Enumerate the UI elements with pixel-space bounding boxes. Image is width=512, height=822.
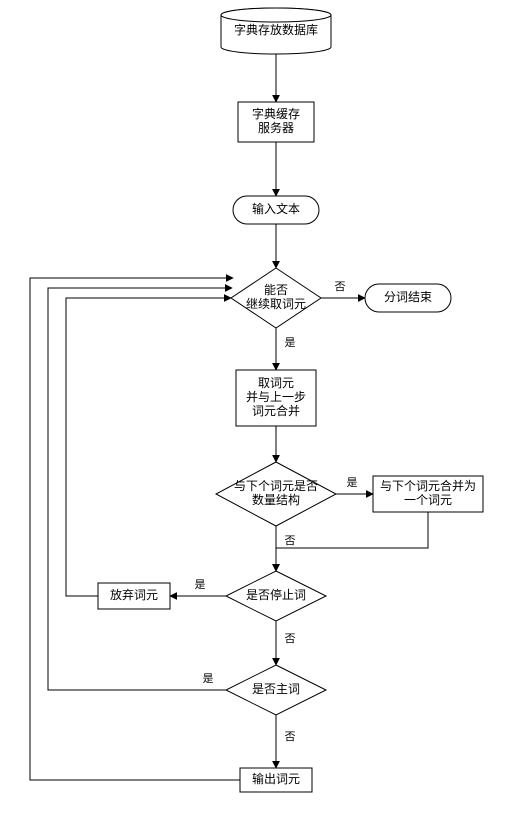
svg-text:与下个词元是否: 与下个词元是否 xyxy=(234,479,318,493)
svg-text:是否主词: 是否主词 xyxy=(252,682,300,696)
svg-text:是: 是 xyxy=(285,336,296,349)
svg-text:词元合并: 词元合并 xyxy=(252,403,300,418)
svg-text:是: 是 xyxy=(195,578,206,591)
svg-text:输出词元: 输出词元 xyxy=(252,771,300,786)
svg-text:并与上一步: 并与上一步 xyxy=(246,390,306,404)
svg-text:是: 是 xyxy=(203,672,214,685)
svg-text:数量结构: 数量结构 xyxy=(252,492,300,507)
svg-text:是否停止词: 是否停止词 xyxy=(246,587,306,602)
svg-text:能否: 能否 xyxy=(264,283,288,297)
svg-text:否: 否 xyxy=(335,281,346,293)
svg-text:与下个词元合并为: 与下个词元合并为 xyxy=(380,478,476,493)
svg-text:是: 是 xyxy=(347,476,358,489)
svg-text:服务器: 服务器 xyxy=(258,120,294,135)
svg-text:放弃词元: 放弃词元 xyxy=(110,587,158,602)
svg-text:取词元: 取词元 xyxy=(258,376,294,390)
svg-text:分词结束: 分词结束 xyxy=(384,290,432,304)
svg-text:继续取词元: 继续取词元 xyxy=(246,297,306,311)
svg-text:否: 否 xyxy=(285,731,296,743)
svg-text:否: 否 xyxy=(285,535,296,547)
svg-text:一个词元: 一个词元 xyxy=(404,493,452,507)
svg-text:字典存放数据库: 字典存放数据库 xyxy=(234,22,318,37)
svg-text:字典缓存: 字典缓存 xyxy=(252,106,300,121)
svg-text:否: 否 xyxy=(285,633,296,645)
svg-text:输入文本: 输入文本 xyxy=(252,201,300,216)
